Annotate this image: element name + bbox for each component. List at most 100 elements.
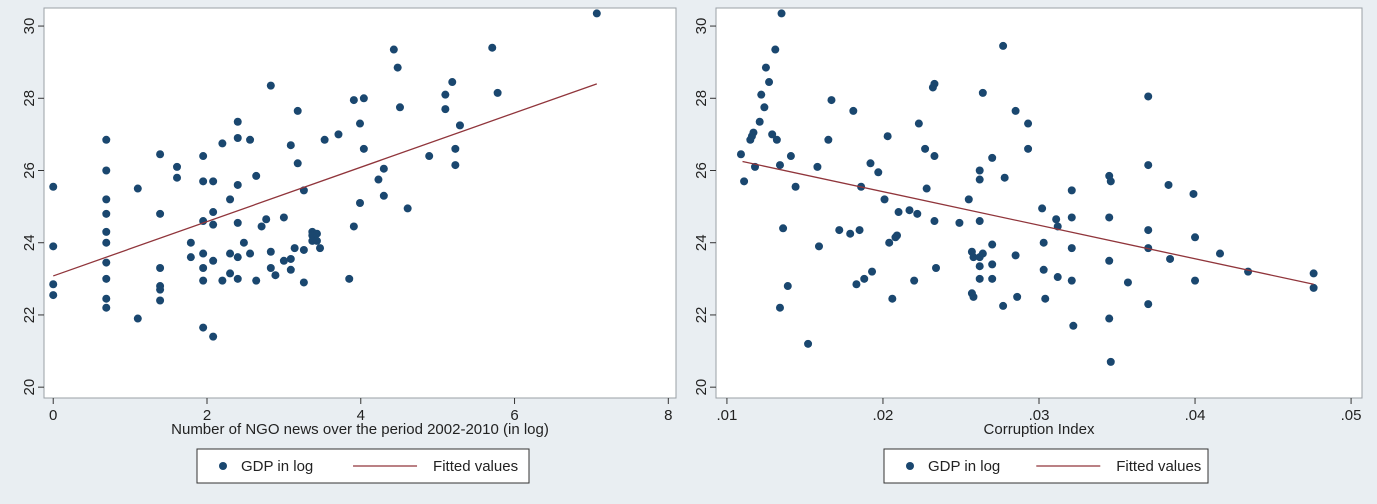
data-point: [1144, 300, 1153, 309]
data-point: [226, 195, 235, 204]
data-point: [1024, 119, 1033, 128]
x-axis-title: Number of NGO news over the period 2002-…: [171, 421, 549, 438]
fitted-line: [742, 160, 1314, 285]
data-point: [379, 164, 388, 173]
data-point: [209, 332, 218, 341]
data-point: [239, 238, 248, 247]
data-point: [893, 231, 902, 240]
data-point: [451, 144, 460, 153]
y-tick-label: 28: [693, 90, 710, 107]
data-point: [755, 117, 764, 126]
data-point: [299, 278, 308, 287]
data-point: [1067, 244, 1076, 253]
data-point: [286, 141, 295, 150]
data-point: [218, 276, 227, 285]
data-point: [783, 282, 792, 291]
data-point: [199, 276, 208, 285]
data-point: [1244, 267, 1253, 276]
data-point: [775, 303, 784, 312]
data-point: [359, 144, 368, 153]
y-tick-label: 24: [693, 234, 710, 251]
fitted-line: [53, 83, 598, 277]
data-point: [448, 78, 457, 87]
data-point: [1052, 215, 1061, 224]
y-tick-label: 24: [21, 234, 38, 251]
y-tick-label: 26: [693, 162, 710, 179]
data-point: [209, 177, 218, 186]
data-point: [1053, 273, 1062, 282]
data-point: [262, 215, 271, 224]
legend-label: Fitted values: [433, 458, 518, 475]
data-point: [922, 184, 931, 193]
data-point: [359, 94, 368, 103]
data-point: [252, 171, 261, 180]
data-point: [425, 152, 434, 161]
data-point: [905, 206, 914, 215]
data-point: [852, 280, 861, 289]
data-point: [1144, 226, 1153, 235]
data-point: [286, 265, 295, 274]
data-point: [441, 105, 450, 114]
data-point: [1144, 161, 1153, 170]
data-point: [102, 274, 111, 283]
data-point: [49, 242, 58, 251]
data-point: [226, 269, 235, 278]
data-point: [379, 191, 388, 200]
data-point: [173, 162, 182, 171]
data-point: [874, 168, 883, 177]
data-point: [1038, 204, 1047, 213]
data-point: [199, 177, 208, 186]
data-point: [102, 209, 111, 218]
data-point: [883, 132, 892, 141]
data-point: [312, 236, 321, 245]
x-tick-label: 8: [664, 407, 672, 424]
data-point: [1189, 189, 1198, 198]
data-point: [1105, 213, 1114, 222]
legend: GDP in log Fitted values: [883, 448, 1209, 484]
data-point: [1067, 213, 1076, 222]
data-point: [209, 256, 218, 265]
legend-marker: [906, 462, 914, 470]
data-point: [849, 106, 858, 115]
data-point: [173, 173, 182, 182]
data-point: [749, 128, 758, 137]
data-point: [374, 175, 383, 184]
data-point: [209, 208, 218, 217]
data-point: [133, 184, 142, 193]
data-point: [186, 253, 195, 262]
legend-label: GDP in log: [928, 458, 1000, 475]
data-point: [988, 240, 997, 249]
data-point: [988, 274, 997, 283]
data-point: [813, 162, 822, 171]
data-point: [451, 161, 460, 170]
x-tick-label: .05: [1341, 407, 1362, 424]
data-point: [1041, 294, 1050, 303]
data-point: [209, 220, 218, 229]
data-point: [1000, 173, 1009, 182]
legend-label: GDP in log: [241, 458, 313, 475]
data-point: [1013, 292, 1022, 301]
data-point: [393, 63, 402, 72]
data-point: [827, 96, 836, 105]
data-point: [1309, 283, 1318, 292]
data-point: [156, 296, 165, 305]
data-point: [999, 301, 1008, 310]
data-point: [266, 247, 275, 256]
data-point: [233, 218, 242, 227]
data-point: [969, 292, 978, 301]
data-point: [761, 63, 770, 72]
data-point: [246, 135, 255, 144]
data-point: [356, 119, 364, 128]
data-point: [279, 213, 288, 222]
x-tick-label: .01: [716, 407, 737, 424]
data-point: [791, 182, 800, 191]
data-point: [592, 9, 601, 18]
data-point: [846, 229, 855, 238]
data-point: [233, 134, 242, 142]
data-point: [1011, 251, 1020, 260]
data-point: [395, 103, 404, 112]
data-point: [389, 45, 398, 54]
data-point: [293, 159, 302, 168]
